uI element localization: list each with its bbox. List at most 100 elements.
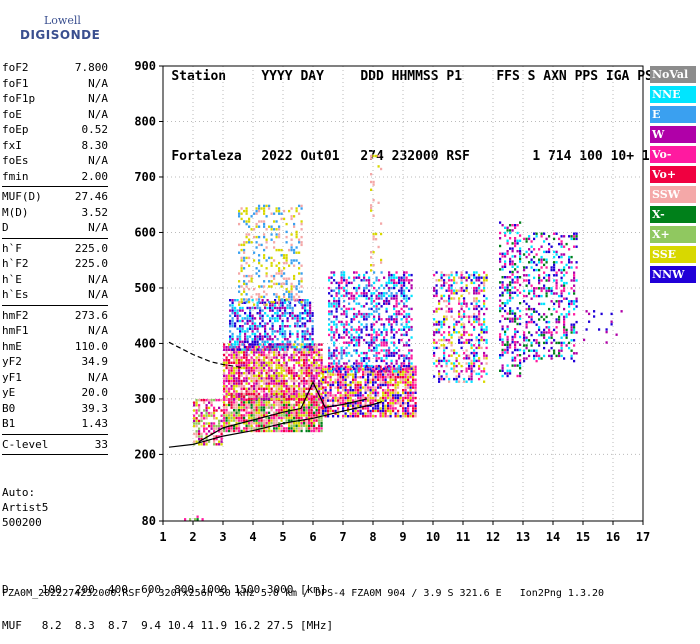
echo-point	[450, 289, 453, 292]
echo-point	[473, 307, 476, 311]
echo-point	[394, 399, 397, 402]
echo-point	[285, 259, 288, 262]
echo-point	[414, 373, 417, 376]
echo-point	[483, 367, 486, 370]
echo-point	[355, 292, 358, 295]
echo-point	[243, 209, 246, 213]
echo-point	[353, 338, 356, 342]
echo-point	[525, 320, 528, 324]
echo-point	[210, 401, 213, 404]
echo-point	[290, 353, 293, 357]
echo-point	[465, 367, 468, 370]
echo-point	[345, 292, 348, 295]
echo-point	[245, 406, 248, 409]
echo-point	[364, 399, 367, 402]
echo-point	[400, 286, 403, 290]
echo-point	[240, 409, 243, 412]
echo-point	[455, 271, 458, 274]
echo-point	[289, 304, 292, 307]
echo-point	[245, 300, 248, 304]
echo-point	[348, 292, 351, 295]
echo-point	[565, 315, 568, 319]
parameters-panel: foF2 7.800 foF1 N/A foF1p N/A foE N/A foEp 0.52 fx…	[2, 60, 108, 457]
echo-point	[558, 300, 561, 303]
echo-point	[315, 359, 318, 362]
echo-point	[355, 349, 358, 352]
echo-point	[288, 295, 291, 299]
echo-point	[448, 279, 451, 282]
echo-point	[300, 372, 303, 375]
echo-point	[285, 369, 288, 372]
echo-point	[253, 382, 256, 385]
echo-point	[304, 343, 307, 346]
echo-point	[245, 346, 248, 349]
echo-point	[468, 362, 471, 365]
echo-point	[514, 268, 517, 271]
echo-point	[210, 427, 213, 430]
echo-point	[403, 305, 406, 308]
echo-point	[445, 375, 448, 378]
echo-point	[238, 398, 241, 401]
echo-point	[333, 341, 336, 344]
echo-point	[300, 424, 303, 427]
echo-point	[550, 357, 553, 360]
echo-point	[245, 374, 248, 377]
echo-point	[280, 387, 283, 390]
echo-point	[473, 276, 476, 279]
echo-point	[364, 381, 367, 384]
echo-point	[300, 353, 303, 357]
echo-point	[305, 398, 308, 401]
param-row: B0 39.3	[2, 401, 108, 417]
echo-point	[255, 272, 258, 275]
echo-point	[433, 273, 436, 277]
param-separator	[2, 186, 108, 187]
echo-point	[460, 273, 463, 277]
echo-point	[545, 320, 548, 324]
echo-point	[407, 376, 410, 379]
echo-point	[308, 427, 311, 430]
echo-point	[468, 375, 471, 378]
echo-point	[409, 399, 412, 402]
echo-point	[533, 276, 536, 280]
echo-point	[519, 257, 522, 261]
echo-point	[291, 317, 294, 320]
echo-point	[293, 395, 296, 398]
echo-point	[460, 305, 463, 308]
echo-point	[353, 271, 356, 274]
echo-point	[460, 341, 463, 344]
echo-point	[253, 403, 256, 407]
echo-point	[318, 411, 321, 414]
echo-point	[553, 302, 556, 306]
echo-point	[468, 276, 471, 279]
echo-point	[315, 353, 318, 357]
echo-point	[523, 333, 526, 337]
echo-point	[400, 292, 403, 295]
echo-point	[279, 330, 282, 333]
echo-point	[194, 518, 197, 521]
echo-point	[509, 276, 512, 279]
echo-point	[463, 310, 466, 313]
echo-point	[295, 390, 298, 393]
echo-point	[230, 351, 233, 354]
echo-point	[255, 398, 258, 401]
echo-point	[293, 424, 296, 427]
echo-point	[238, 392, 241, 396]
echo-point	[478, 305, 481, 308]
echo-point	[349, 412, 352, 415]
echo-point	[516, 224, 519, 227]
echo-point	[248, 377, 251, 380]
echo-point	[218, 435, 221, 438]
echo-point	[368, 297, 371, 300]
echo-point	[563, 323, 566, 326]
echo-point	[347, 391, 350, 394]
echo-point	[288, 395, 291, 398]
echo-point	[372, 376, 375, 379]
echo-point	[240, 390, 243, 393]
echo-point	[300, 204, 303, 208]
echo-point	[251, 332, 254, 336]
echo-point	[258, 409, 261, 412]
echo-point	[328, 349, 331, 352]
echo-point	[230, 429, 233, 433]
echo-point	[260, 207, 263, 210]
echo-point	[298, 414, 301, 417]
